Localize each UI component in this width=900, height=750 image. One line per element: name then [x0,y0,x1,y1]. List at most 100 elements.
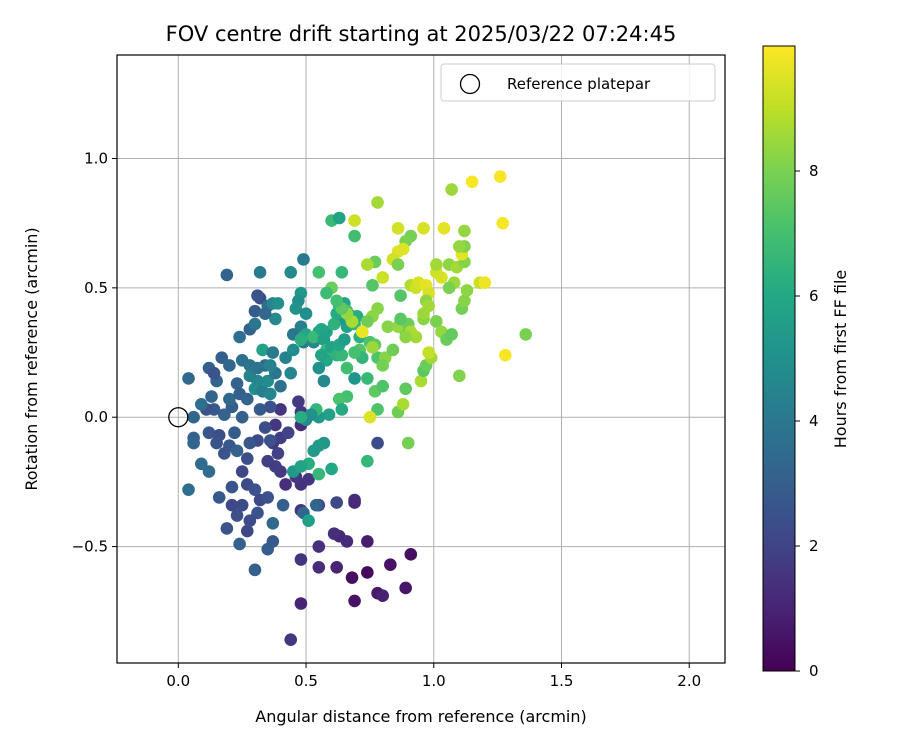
data-point [266,516,280,530]
data-point [195,397,208,411]
data-point [335,348,349,362]
data-point [417,307,430,321]
y-tick-label: 0.5 [84,279,108,297]
data-point [317,374,331,388]
data-point [235,410,249,424]
data-point [230,377,244,390]
data-point [210,436,223,450]
x-axis-ticks: 0.0 0.5 1.0 1.5 2.0 [166,663,701,690]
x-tick-label: 0.0 [166,672,190,690]
data-point [263,434,277,447]
data-point [294,460,308,473]
data-point [458,294,471,308]
data-point [332,392,346,406]
data-point [366,278,379,292]
legend-box [440,63,716,102]
data-point [230,444,244,458]
data-point [289,302,303,315]
data-point [286,343,300,357]
data-point [271,447,285,460]
data-point [460,284,474,297]
data-point [371,196,384,209]
data-point [297,253,310,266]
data-point [340,361,354,375]
y-axis-label: Rotation from reference (arcmin) [22,227,41,490]
data-point [215,351,229,365]
data-point [230,509,244,522]
data-point [312,266,326,279]
data-point [330,496,343,509]
data-point [325,462,338,476]
data-point [299,307,313,321]
data-point [401,436,415,450]
data-point [317,333,331,346]
data-point [478,276,492,289]
data-point [263,359,277,372]
data-point [399,330,412,344]
data-point [345,571,359,584]
data-point [327,527,341,540]
data-point [253,266,267,279]
data-point [292,395,305,408]
data-point [233,330,246,344]
data-point [225,480,239,494]
data-point [256,343,269,357]
data-point [281,426,295,440]
data-point [251,506,264,520]
colorbar-gradient [762,45,796,672]
data-point [361,535,374,548]
data-point [243,514,257,528]
data-point [261,374,275,388]
data-point [195,457,208,471]
data-point [248,483,262,496]
data-point [376,589,389,603]
data-point [202,465,216,478]
data-point [422,346,435,359]
colorbar-label: Hours from first FF file [831,270,850,449]
data-point [205,390,218,403]
data-point [348,493,361,507]
reference-marker-layer [168,407,189,428]
data-point [493,170,507,183]
data-point [417,222,430,235]
data-point [445,183,458,196]
data-point [235,465,249,478]
data-point [269,312,282,326]
data-point [261,454,275,468]
data-point [240,524,254,538]
data-points [182,170,533,647]
colorbar-tick-label: 0 [809,662,819,680]
colorbar-tick-label: 4 [809,412,819,430]
data-point [465,175,479,189]
data-point [519,328,533,341]
data-point [258,307,272,321]
data-point [302,473,315,486]
legend-open-circle-icon [459,73,481,95]
data-point [363,410,377,424]
x-tick-label: 2.0 [677,672,701,690]
x-tick-label: 1.5 [550,672,574,690]
data-point [223,392,236,406]
data-point [496,216,510,230]
data-point [263,387,277,401]
data-point [391,222,405,235]
data-point [284,366,298,380]
data-point [187,436,200,450]
data-point [207,366,221,380]
data-point [248,317,262,331]
data-point [453,369,466,383]
data-point [453,240,466,253]
data-point [251,289,264,302]
data-point [248,563,262,577]
y-axis-ticks: −0.5 0.0 0.5 1.0 [72,149,117,556]
data-point [381,320,395,333]
data-point [243,369,257,383]
data-point [294,410,308,424]
data-point [220,268,234,282]
data-point [312,361,326,375]
data-point [445,328,458,341]
data-point [182,372,195,385]
data-point [187,410,200,424]
data-point [348,346,361,359]
